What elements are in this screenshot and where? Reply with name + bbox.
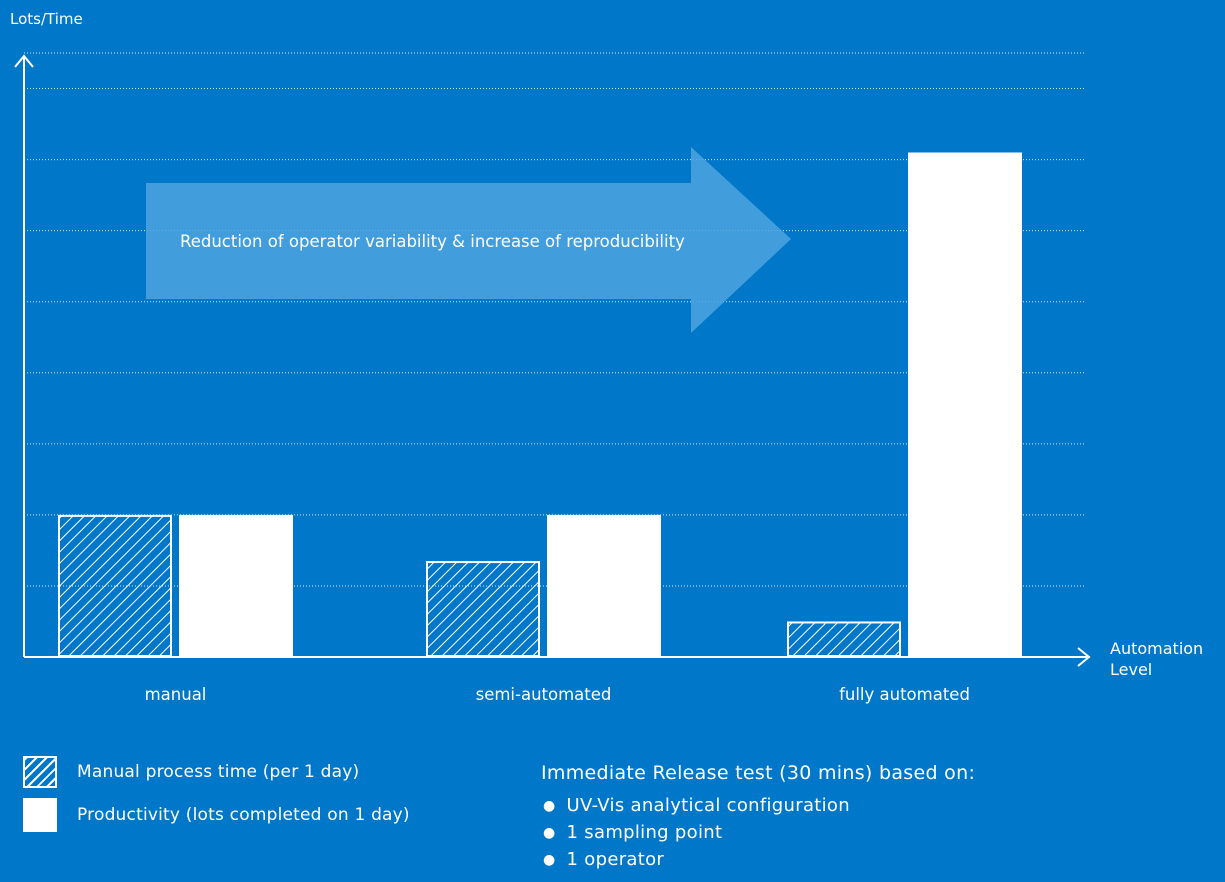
x-axis-arrowhead — [1077, 647, 1091, 667]
trend-arrow-label: Reduction of operator variability & incr… — [180, 232, 685, 251]
axes — [14, 54, 1091, 667]
legend-swatch-hatched — [23, 756, 57, 788]
trend-arrow-group: Reduction of operator variability & incr… — [146, 147, 791, 333]
note-list-item: ● 1 sampling point — [541, 819, 975, 846]
bar-manual-time-0 — [58, 514, 172, 657]
x-tick-label: manual — [145, 685, 207, 704]
note-list-item: ● UV-Vis analytical configuration — [541, 792, 975, 819]
bullet-icon: ● — [543, 824, 556, 841]
y-axis-label: Lots/Time — [10, 10, 83, 28]
bullet-icon: ● — [543, 851, 556, 868]
bar-manual-time-2 — [787, 621, 901, 657]
note-item-text: UV-Vis analytical configuration — [566, 795, 850, 816]
bars — [58, 152, 1022, 658]
legend-item-productivity: Productivity (lots completed on 1 day) — [23, 798, 410, 832]
legend-label: Productivity (lots completed on 1 day) — [77, 805, 410, 825]
note-list-item: ● 1 operator — [541, 846, 975, 873]
x-tick-labels: manual semi-automated fully automated — [145, 685, 970, 704]
legend: Manual process time (per 1 day) Producti… — [23, 756, 410, 842]
legend-item-manual-time: Manual process time (per 1 day) — [23, 756, 410, 788]
note-item-text: 1 sampling point — [566, 822, 723, 843]
note-title: Immediate Release test (30 mins) based o… — [541, 762, 976, 784]
test-conditions-note: Immediate Release test (30 mins) based o… — [541, 762, 975, 873]
trend-arrow — [146, 147, 791, 333]
x-axis-label-line-2: Level — [1110, 660, 1152, 679]
y-axis-arrowhead — [14, 54, 34, 68]
note-item-text: 1 operator — [566, 849, 665, 870]
legend-label: Manual process time (per 1 day) — [77, 762, 360, 782]
x-axis-label-line-1: Automation — [1110, 639, 1203, 658]
x-tick-label: fully automated — [839, 685, 970, 704]
x-axis-label: Automation Level — [1110, 639, 1208, 679]
note-list: ● UV-Vis analytical configuration ● 1 samp… — [541, 792, 975, 873]
bar-productivity-1 — [547, 514, 661, 657]
x-tick-label: semi-automated — [476, 685, 612, 704]
bar-manual-time-1 — [426, 561, 540, 658]
bar-productivity-2 — [908, 152, 1022, 657]
legend-swatch-solid — [23, 798, 57, 832]
bullet-icon: ● — [543, 797, 556, 814]
bar-productivity-0 — [179, 514, 293, 657]
